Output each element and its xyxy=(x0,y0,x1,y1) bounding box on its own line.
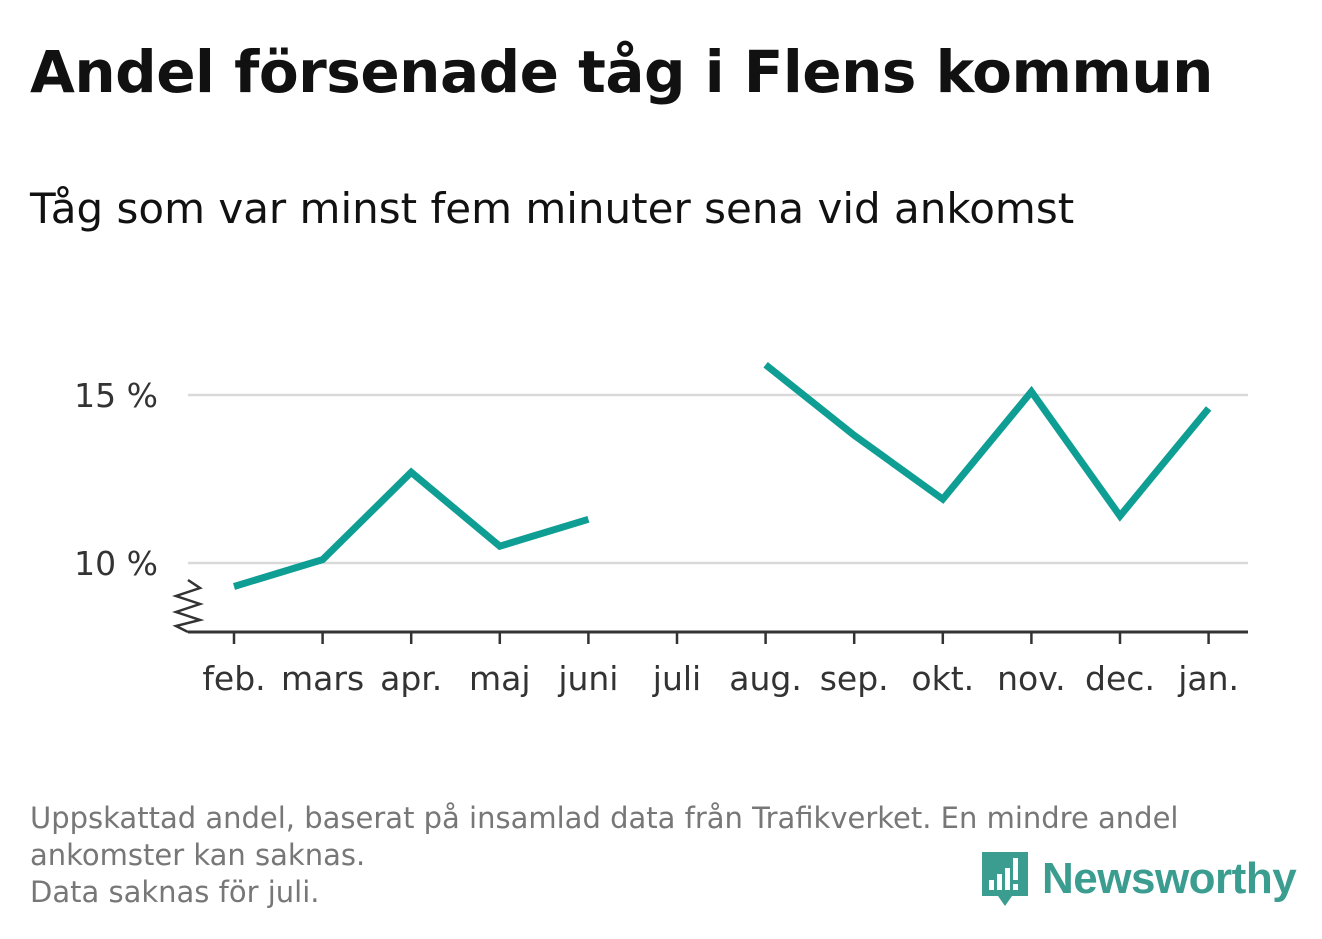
newsworthy-logo: Newsworthy xyxy=(980,850,1297,908)
footnote-line-2: ankomster kan saknas. xyxy=(30,838,366,872)
footnote-line-3: Data saknas för juli. xyxy=(30,875,320,909)
x-tick-label: juni xyxy=(557,659,618,698)
logo-text: Newsworthy xyxy=(1042,854,1297,903)
x-tick-label: dec. xyxy=(1085,659,1155,698)
x-tick-label: jan. xyxy=(1177,659,1239,698)
logo-chart-icon xyxy=(982,852,1028,906)
y-tick-label: 10 % xyxy=(74,544,158,583)
x-tick-label: juli xyxy=(652,659,701,698)
x-tick-label: sep. xyxy=(820,659,889,698)
x-tick-label: nov. xyxy=(997,659,1066,698)
x-tick-label: aug. xyxy=(729,659,802,698)
x-tick-label: feb. xyxy=(202,659,265,698)
footnote-line-1: Uppskattad andel, baserat på insamlad da… xyxy=(30,801,1179,835)
x-tick-label: mars xyxy=(281,659,364,698)
series-line xyxy=(763,362,1212,522)
x-tick-label: apr. xyxy=(380,659,442,698)
footnote: Uppskattad andel, baserat på insamlad da… xyxy=(30,800,1280,911)
series-line xyxy=(232,467,590,590)
axis-break-icon xyxy=(172,578,205,634)
x-tick-label: okt. xyxy=(911,659,974,698)
y-tick-label: 15 % xyxy=(74,376,158,415)
x-tick-label: maj xyxy=(469,659,531,698)
chart-title: Andel försenade tåg i Flens kommun xyxy=(30,38,1213,106)
chart-subtitle: Tåg som var minst fem minuter sena vid a… xyxy=(30,184,1075,233)
